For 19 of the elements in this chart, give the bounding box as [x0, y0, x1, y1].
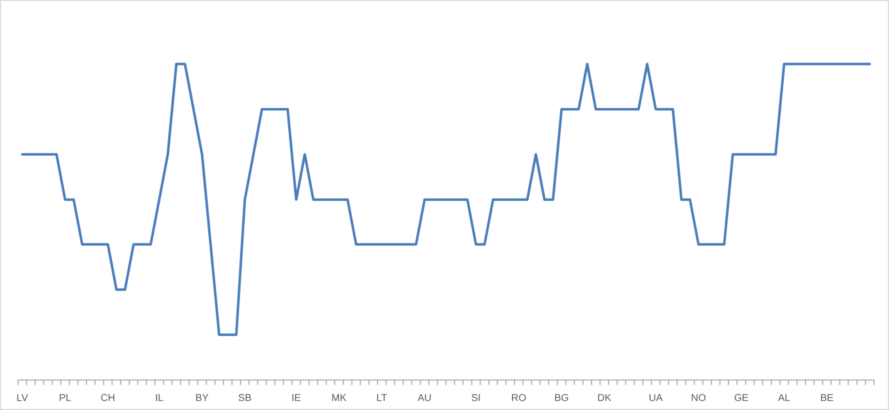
x-tick-label: LT: [376, 393, 388, 404]
x-tick-label: BG: [554, 393, 570, 404]
x-tick-label: RO: [511, 393, 526, 404]
x-tick-label: BE: [820, 393, 834, 404]
x-tick-label: DK: [597, 393, 612, 404]
x-tick-label: CH: [100, 393, 116, 404]
x-tick-label: IE: [291, 393, 302, 404]
x-tick-label: GE: [734, 393, 749, 404]
x-tick-label: UA: [648, 393, 663, 404]
x-tick-label: PL: [58, 393, 72, 404]
x-tick-label: BY: [195, 393, 210, 404]
x-tick-label: IL: [155, 393, 164, 404]
x-tick-label: NO: [691, 393, 706, 404]
x-tick-label: AL: [778, 393, 791, 404]
x-tick-label: LV: [16, 393, 28, 404]
x-tick-label: AU: [418, 393, 432, 404]
x-tick-label: SB: [238, 393, 252, 404]
x-tick-label: MK: [332, 393, 347, 404]
x-tick-label: SI: [471, 393, 481, 404]
